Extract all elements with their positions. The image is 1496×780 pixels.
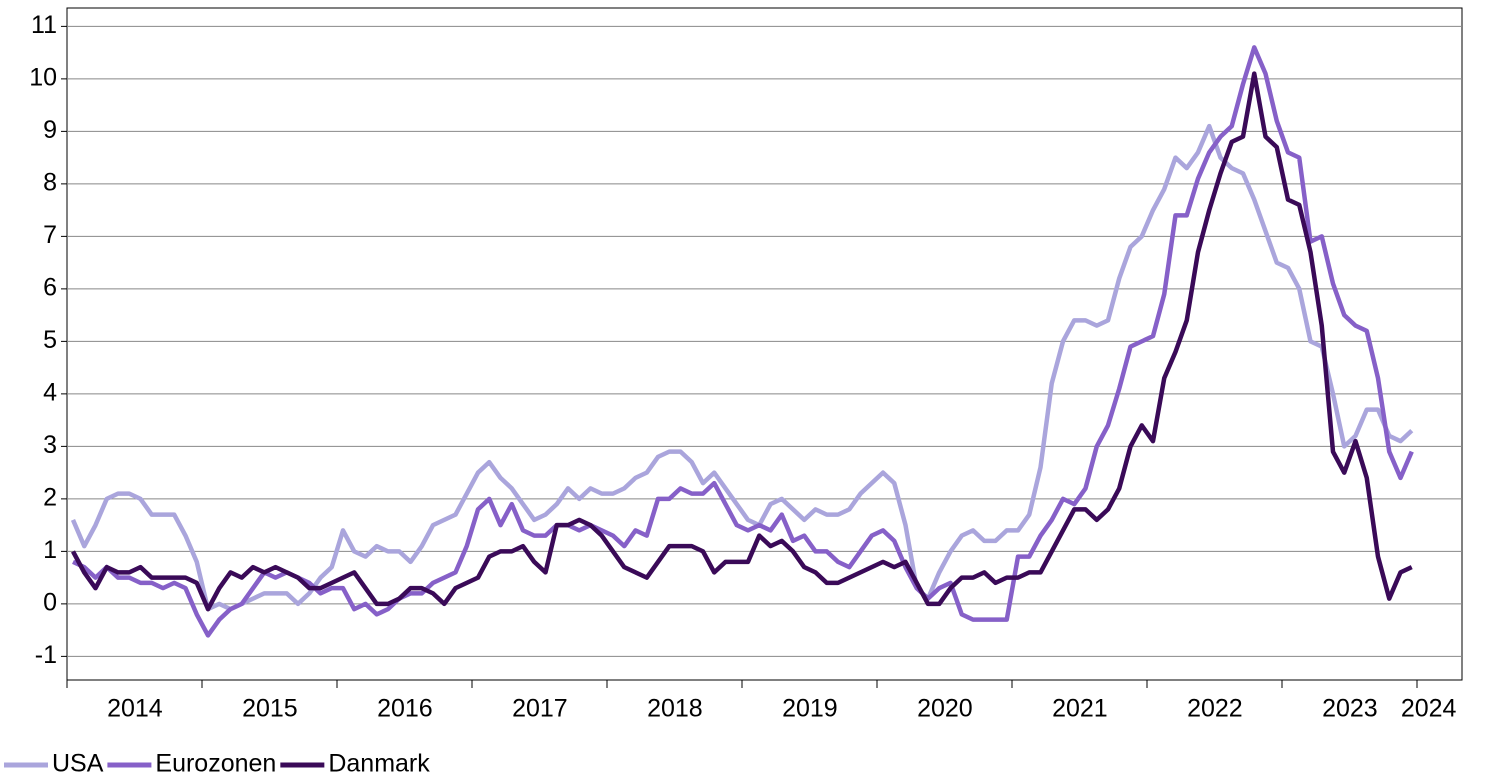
- y-tick-label: -1: [35, 641, 57, 669]
- x-tick-label: 2015: [242, 695, 298, 723]
- y-tick-label: 11: [31, 11, 57, 39]
- line-series: [71, 71, 1413, 612]
- x-tick-label: 2024: [1401, 695, 1457, 723]
- legend-label: Eurozonen: [155, 750, 276, 778]
- y-tick-label: 1: [43, 536, 57, 564]
- y-tick-label: 3: [43, 431, 57, 459]
- x-tick-label: 2018: [647, 695, 703, 723]
- x-tick-label: 2023: [1322, 695, 1378, 723]
- x-tick-label: 2022: [1187, 695, 1243, 723]
- y-tick-label: 0: [43, 588, 57, 616]
- y-tick-label: 2: [43, 483, 57, 511]
- line-series: [70, 123, 1414, 612]
- y-tick-label: 10: [29, 63, 57, 91]
- plot-frame: [66, 7, 1463, 681]
- y-tick-label: 5: [43, 326, 57, 354]
- y-tick-label: 6: [43, 273, 57, 301]
- y-tick-label: 8: [43, 168, 57, 196]
- y-tick-label: 9: [43, 116, 57, 144]
- x-tick-label: 2017: [512, 695, 568, 723]
- y-tick-label: 4: [43, 378, 57, 406]
- legend-label: Danmark: [328, 750, 430, 778]
- x-tick-label: 2020: [917, 695, 973, 723]
- x-tick-label: 2016: [377, 695, 433, 723]
- x-tick-label: 2021: [1052, 695, 1108, 723]
- y-tick-label: 7: [43, 221, 57, 249]
- x-tick-label: 2019: [782, 695, 838, 723]
- x-tick-label: 2014: [107, 695, 163, 723]
- legend-label: USA: [52, 750, 104, 778]
